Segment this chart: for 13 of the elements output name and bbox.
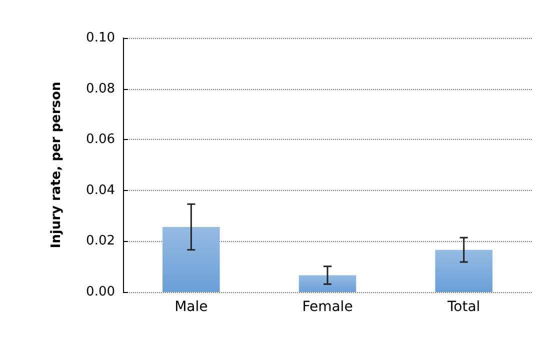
y-tick-label: 0.06 <box>86 132 115 148</box>
y-tick-label: 0.08 <box>86 81 115 96</box>
y-axis-title: Injury rate, per person <box>49 82 64 248</box>
bar <box>435 250 492 292</box>
y-tick-label: 0.10 <box>86 30 115 46</box>
y-tick-label: 0.04 <box>86 182 115 198</box>
y-tick-label: 0.02 <box>86 234 115 249</box>
bar <box>162 226 220 292</box>
x-tick-label: Total <box>446 299 480 315</box>
x-tick-label: Female <box>302 299 353 315</box>
y-tick-label: 0.00 <box>86 284 115 300</box>
x-tick-label: Male <box>174 299 208 315</box>
bar <box>298 275 356 292</box>
